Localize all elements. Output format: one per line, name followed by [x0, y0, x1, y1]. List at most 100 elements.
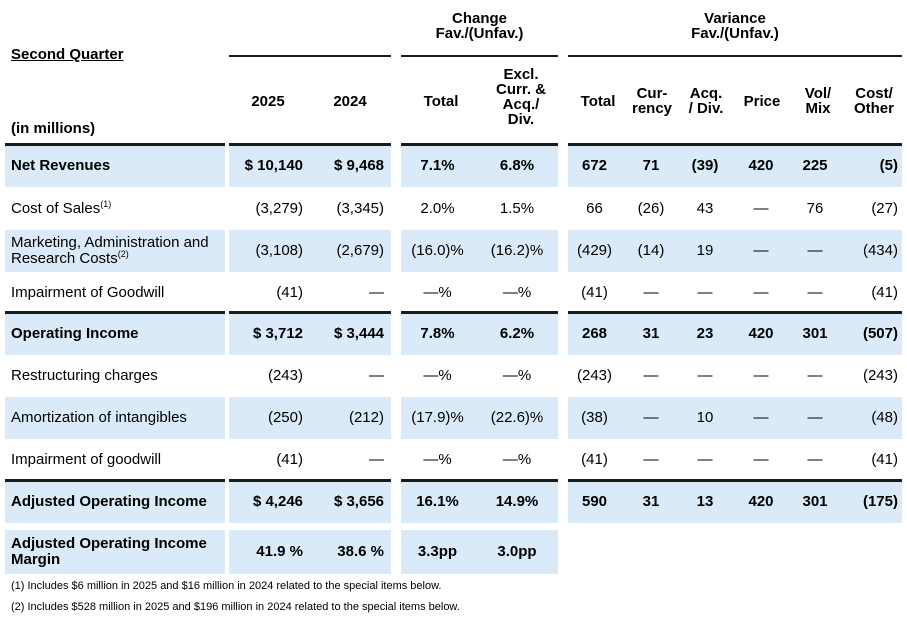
table-cell: (250): [267, 409, 303, 426]
row-rule: [568, 479, 902, 482]
table-cell: (212): [348, 409, 384, 426]
table-cell: 41.9 %: [256, 543, 303, 560]
table-cell: —: [697, 284, 713, 301]
row-label: Amortization of intangibles: [11, 409, 187, 426]
row-shading: [229, 530, 391, 574]
table-cell: (175): [862, 493, 898, 510]
table-cell: 10: [696, 409, 714, 426]
row-shading: [401, 481, 558, 523]
table-cell: 23: [696, 325, 714, 342]
table-cell: —: [697, 451, 713, 468]
table-cell: (243): [267, 367, 303, 384]
col-header-cost-other: Cost/Other: [853, 85, 894, 117]
row-label: Impairment of goodwill: [11, 451, 162, 468]
table-cell: (22.6)%: [490, 409, 544, 426]
table-cell: —: [643, 284, 659, 301]
row-shading: [229, 230, 391, 272]
row-label: Operating Income: [11, 325, 139, 342]
table-cell: 420: [748, 157, 774, 174]
row-shading: [568, 397, 902, 439]
table-cell: 66: [586, 200, 603, 217]
table-cell: —: [807, 242, 823, 259]
table-cell: 1.5%: [499, 200, 535, 217]
row-shading: [401, 397, 558, 439]
table-cell: (243): [576, 367, 613, 384]
row-shading: [5, 530, 225, 574]
row-shading: [401, 313, 558, 355]
change-group-header: Change Fav./(Unfav.): [435, 10, 524, 42]
row-shading: [568, 481, 902, 523]
row-rule: [229, 479, 391, 482]
table-cell: 6.8%: [499, 157, 535, 174]
row-shading: [5, 230, 225, 272]
table-cell: $ 10,140: [244, 157, 303, 174]
row-label: Restructuring charges: [11, 367, 158, 384]
table-cell: 43: [696, 200, 714, 217]
table-cell: 31: [642, 325, 660, 342]
table-cell: $ 3,444: [333, 325, 384, 342]
row-shading: [568, 145, 902, 187]
row-shading: [401, 530, 558, 574]
row-rule: [229, 143, 391, 146]
table-cell: —: [807, 284, 823, 301]
table-cell: $ 9,468: [333, 157, 384, 174]
table-cell: —: [697, 367, 713, 384]
table-cell: —: [369, 367, 384, 384]
table-cell: (3,279): [255, 200, 303, 217]
row-shading: [5, 145, 225, 187]
table-cell: 2.0%: [420, 200, 455, 217]
table-cell: (41): [276, 284, 303, 301]
table-cell: 420: [748, 493, 774, 510]
table-cell: (41): [276, 451, 303, 468]
table-cell: (17.9)%: [411, 409, 464, 426]
row-rule: [568, 143, 902, 146]
table-cell: 13: [696, 493, 714, 510]
table-cell: $ 3,712: [252, 325, 303, 342]
table-cell: 268: [581, 325, 608, 342]
table-cell: —: [643, 451, 659, 468]
table-cell: —: [753, 409, 769, 426]
table-cell: (16.0)%: [411, 242, 464, 259]
header-rule-variance: [568, 55, 902, 57]
table-cell: 590: [581, 493, 608, 510]
table-cell: (434): [862, 242, 898, 259]
table-cell: 76: [806, 200, 824, 217]
variance-group-header: Variance Fav./(Unfav.): [691, 10, 779, 42]
table-cell: 301: [802, 493, 828, 510]
row-shading: [5, 481, 225, 523]
table-cell: (2,679): [336, 242, 384, 259]
row-rule: [229, 311, 391, 314]
table-cell: —: [753, 367, 769, 384]
header-rule-values: [229, 55, 391, 57]
row-shading: [229, 397, 391, 439]
row-shading: [229, 145, 391, 187]
row-shading: [5, 313, 225, 355]
table-cell: (41): [871, 284, 898, 301]
table-cell: (41): [581, 451, 608, 468]
footnote-1: (1) Includes $6 million in 2025 and $16 …: [11, 580, 442, 592]
table-cell: —%: [502, 284, 532, 301]
footnote-ref: (1): [100, 199, 112, 209]
row-rule: [5, 479, 225, 482]
table-cell: 301: [802, 325, 828, 342]
col-header-2024: 2024: [333, 93, 367, 110]
table-cell: (507): [862, 325, 898, 342]
table-cell: —: [369, 451, 384, 468]
table-cell: 38.6 %: [337, 543, 384, 560]
col-header-price: Price: [743, 93, 781, 110]
table-cell: (38): [581, 409, 608, 426]
row-shading: [568, 313, 902, 355]
row-shading: [401, 145, 558, 187]
table-cell: $ 3,656: [333, 493, 384, 510]
table-cell: $ 4,246: [252, 493, 303, 510]
table-cell: —%: [423, 284, 452, 301]
row-rule: [568, 311, 902, 314]
table-cell: (41): [871, 451, 898, 468]
row-label: Adjusted Operating Income Margin: [11, 535, 207, 568]
row-label: Impairment of Goodwill: [11, 284, 165, 301]
table-cell: 225: [802, 157, 828, 174]
row-shading: [5, 397, 225, 439]
table-cell: 3.0pp: [497, 543, 537, 560]
table-cell: —: [643, 409, 659, 426]
row-shading: [229, 313, 391, 355]
